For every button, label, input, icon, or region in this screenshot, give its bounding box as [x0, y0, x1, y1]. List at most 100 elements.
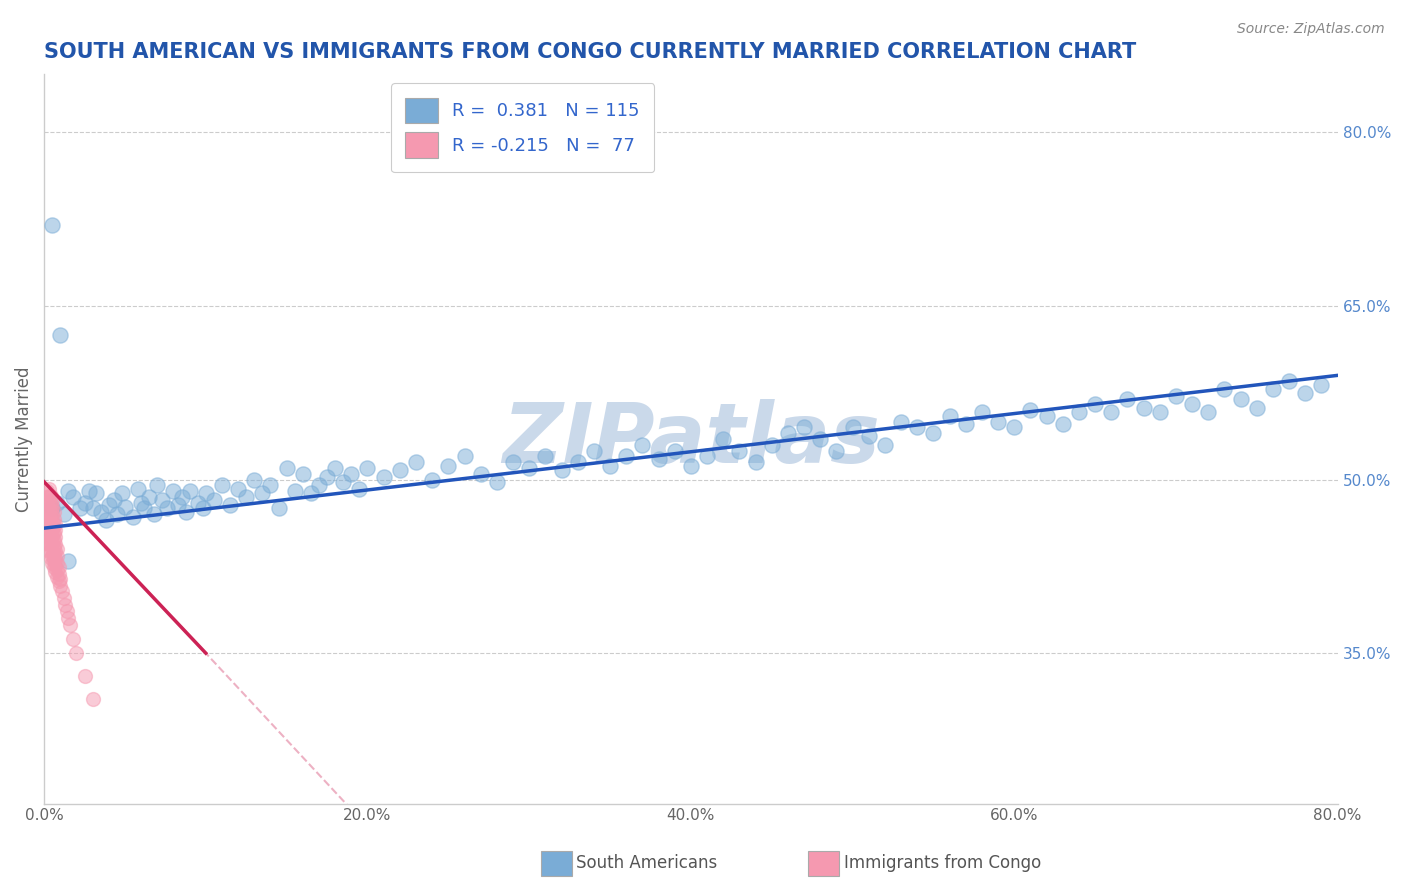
- Point: [38, 496, 60, 510]
- Point: [42, 533, 65, 547]
- Point: [534, 450, 557, 464]
- Point: [42, 540, 65, 554]
- Point: [94, 513, 117, 527]
- Point: [39, 489, 62, 503]
- Point: [631, 438, 654, 452]
- Point: [1116, 392, 1139, 406]
- Point: [41, 556, 63, 570]
- Legend: R =  0.381   N = 115, R = -0.215   N =  77: R = 0.381 N = 115, R = -0.215 N = 77: [391, 84, 654, 172]
- Point: [567, 455, 589, 469]
- Point: [1035, 409, 1057, 423]
- Point: [890, 415, 912, 429]
- Point: [873, 438, 896, 452]
- Point: [46, 496, 69, 510]
- Point: [316, 470, 339, 484]
- Point: [1181, 397, 1204, 411]
- Point: [167, 498, 190, 512]
- Point: [808, 432, 831, 446]
- Point: [453, 450, 475, 464]
- Point: [79, 484, 101, 499]
- Point: [679, 458, 702, 473]
- Point: [291, 467, 314, 481]
- Point: [134, 501, 156, 516]
- Point: [46, 563, 69, 577]
- Point: [42, 560, 65, 574]
- Point: [194, 486, 217, 500]
- Point: [299, 486, 322, 500]
- Point: [82, 501, 104, 516]
- Point: [664, 443, 686, 458]
- Point: [938, 409, 960, 423]
- Point: [825, 443, 848, 458]
- Point: [41, 549, 63, 563]
- Point: [38, 524, 60, 538]
- Point: [44, 516, 66, 531]
- Point: [127, 482, 149, 496]
- Point: [42, 518, 65, 533]
- Point: [44, 524, 66, 538]
- Point: [37, 530, 59, 544]
- Point: [405, 455, 427, 469]
- Point: [38, 502, 60, 516]
- Point: [550, 463, 572, 477]
- Point: [1052, 417, 1074, 431]
- Point: [37, 524, 59, 539]
- Point: [73, 496, 96, 510]
- Point: [37, 508, 59, 522]
- Point: [841, 420, 863, 434]
- Point: [46, 541, 69, 556]
- Point: [252, 486, 274, 500]
- Point: [987, 415, 1010, 429]
- Point: [970, 405, 993, 419]
- Point: [143, 508, 166, 522]
- Point: [1294, 385, 1316, 400]
- Point: [97, 498, 120, 512]
- Point: [38, 544, 60, 558]
- Point: [44, 551, 66, 566]
- Point: [420, 473, 443, 487]
- Point: [202, 493, 225, 508]
- Point: [58, 553, 80, 567]
- Text: SOUTH AMERICAN VS IMMIGRANTS FROM CONGO CURRENTLY MARRIED CORRELATION CHART: SOUTH AMERICAN VS IMMIGRANTS FROM CONGO …: [44, 42, 1136, 62]
- Point: [37, 490, 59, 504]
- Point: [905, 420, 928, 434]
- Point: [1310, 377, 1333, 392]
- Point: [44, 537, 66, 551]
- Point: [49, 327, 72, 342]
- Point: [48, 560, 70, 574]
- Point: [39, 496, 62, 510]
- Point: [38, 530, 60, 544]
- Point: [235, 490, 257, 504]
- Point: [793, 420, 815, 434]
- Point: [582, 443, 605, 458]
- Point: [37, 501, 59, 516]
- Point: [955, 417, 977, 431]
- Point: [37, 496, 59, 510]
- Point: [191, 501, 214, 516]
- Point: [1164, 389, 1187, 403]
- Point: [44, 565, 66, 579]
- Y-axis label: Currently Married: Currently Married: [15, 367, 32, 512]
- Point: [517, 461, 540, 475]
- Point: [162, 484, 184, 499]
- Point: [69, 501, 91, 516]
- Point: [38, 516, 60, 531]
- Point: [146, 478, 169, 492]
- Point: [73, 669, 96, 683]
- Point: [51, 583, 73, 598]
- Point: [308, 478, 330, 492]
- Point: [1149, 405, 1171, 419]
- Point: [41, 493, 63, 508]
- Point: [485, 475, 508, 489]
- Point: [502, 455, 524, 469]
- Point: [211, 478, 233, 492]
- Point: [179, 484, 201, 499]
- Point: [1084, 397, 1107, 411]
- Point: [129, 496, 152, 510]
- Point: [39, 537, 62, 551]
- Point: [332, 475, 354, 489]
- Point: [647, 451, 669, 466]
- Point: [42, 505, 65, 519]
- Point: [243, 473, 266, 487]
- Point: [48, 567, 70, 582]
